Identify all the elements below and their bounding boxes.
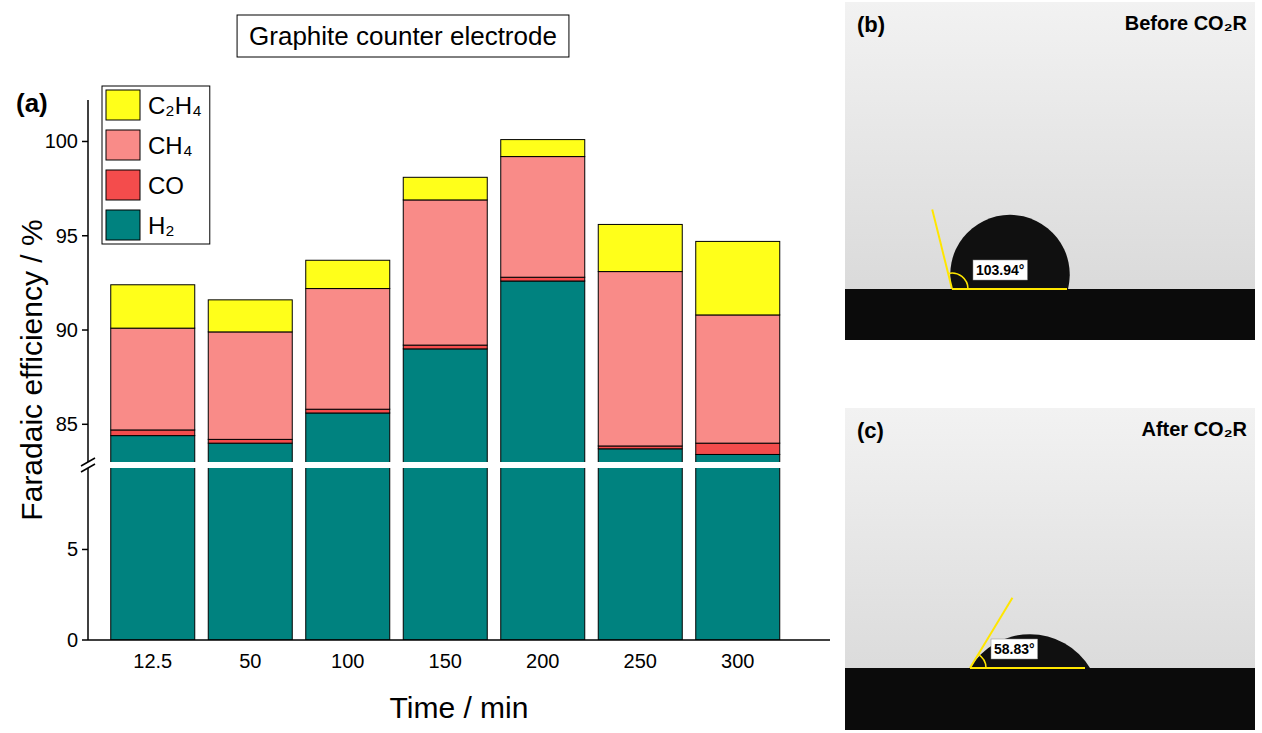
x-tick-label: 200 — [526, 650, 559, 672]
y-axis-lower — [87, 468, 89, 640]
x-tick-label: 150 — [429, 650, 462, 672]
x-tick-label: 300 — [721, 650, 754, 672]
bar-segment — [501, 140, 585, 157]
legend-swatch — [106, 170, 140, 200]
droplet — [950, 215, 1070, 289]
legend-label: C₂H₄ — [148, 92, 202, 119]
photo-background — [845, 408, 1255, 730]
y-axis-title: Faradaic efficiency / % — [15, 219, 48, 520]
legend-swatch — [106, 130, 140, 160]
legend-box — [102, 86, 210, 244]
bar-segment — [111, 328, 195, 430]
bar-segment — [403, 177, 487, 200]
bar-segment — [208, 332, 292, 439]
angle-label: 58.83° — [994, 641, 1035, 657]
axis-break-gap — [76, 462, 832, 468]
x-tick-label: 100 — [331, 650, 364, 672]
x-tick-label: 12.5 — [133, 650, 172, 672]
chart-title: Graphite counter electrode — [249, 21, 557, 51]
bars — [111, 140, 780, 640]
y-tick — [82, 329, 88, 331]
legend-swatch — [106, 90, 140, 120]
y-tick — [82, 141, 88, 143]
break-mark — [81, 464, 95, 472]
legend-label: H₂ — [148, 212, 175, 239]
baseline — [970, 667, 1085, 669]
photo-background — [845, 2, 1255, 340]
bar-segment — [696, 241, 780, 315]
x-axis — [88, 639, 830, 641]
substrate — [845, 668, 1255, 730]
y-tick — [82, 235, 88, 237]
bar-segment — [696, 443, 780, 454]
tangent-line — [932, 209, 952, 289]
y-axis-upper — [87, 100, 89, 462]
legend: C₂H₄ CH₄ CO H₂ — [106, 90, 202, 240]
baseline — [952, 288, 1067, 290]
y-tick — [82, 424, 88, 426]
photo-caption: After CO₂R — [1141, 418, 1247, 440]
y-tick-label: 5 — [67, 538, 78, 560]
bar-segment — [598, 449, 682, 640]
bar-segment — [208, 439, 292, 443]
figure: Graphite counter electrode (a) 0 5 85 90 95 100… — [0, 0, 1262, 733]
bar-segment — [306, 413, 390, 640]
x-axis-title: Time / min — [390, 691, 529, 724]
title-box — [237, 15, 569, 57]
bar-segment — [403, 200, 487, 345]
bar-segment — [598, 272, 682, 446]
bar-segment — [696, 315, 780, 443]
panel-label: (c) — [857, 418, 884, 443]
y-tick — [82, 639, 88, 641]
substrate — [845, 289, 1255, 340]
legend-label: CH₄ — [148, 132, 192, 159]
y-tick-label: 90 — [56, 319, 78, 341]
bar-segment — [111, 285, 195, 328]
bar-segment — [696, 454, 780, 640]
bar-segment — [208, 300, 292, 332]
bar-segment — [501, 277, 585, 281]
panel-label: (b) — [857, 12, 885, 37]
bar-segment — [501, 157, 585, 278]
panel-label: (a) — [16, 88, 48, 118]
angle-arc — [948, 273, 968, 289]
bar-segment — [111, 430, 195, 436]
x-tick-label: 50 — [239, 650, 261, 672]
angle-arc — [978, 654, 986, 668]
legend-swatch — [106, 210, 140, 240]
angle-label-bg — [991, 639, 1038, 659]
bar-segment — [306, 409, 390, 413]
bar-segment — [306, 289, 390, 410]
angle-label-bg — [973, 260, 1027, 280]
angle-label: 103.94° — [976, 262, 1024, 278]
bar-segment — [306, 260, 390, 288]
y-tick — [82, 549, 88, 551]
bar-segment — [403, 349, 487, 640]
bar-segment — [501, 281, 585, 640]
bar-segment — [403, 345, 487, 349]
photo-panel: 58.83° (c) After CO₂R — [845, 408, 1255, 730]
photo-panel: 103.94° (b) Before CO₂R — [845, 2, 1255, 340]
bar-segment — [208, 443, 292, 640]
bar-segment — [598, 224, 682, 271]
photo-caption: Before CO₂R — [1125, 12, 1248, 34]
y-tick-label: 100 — [45, 130, 78, 152]
y-tick-label: 95 — [56, 225, 78, 247]
y-tick-label: 0 — [67, 629, 78, 651]
x-tick-label: 250 — [624, 650, 657, 672]
y-tick-label: 85 — [56, 413, 78, 435]
legend-label: CO — [148, 172, 184, 199]
